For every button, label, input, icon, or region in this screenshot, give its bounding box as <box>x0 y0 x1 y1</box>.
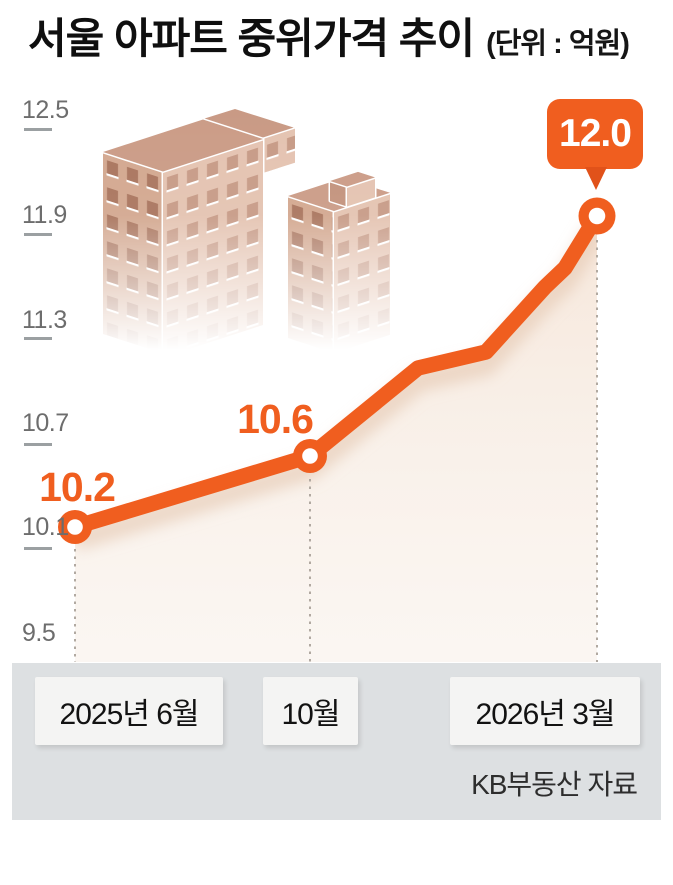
header: 서울 아파트 중위가격 추이 (단위 : 억원) <box>28 12 630 66</box>
y-axis-label-11-9: 11.9 <box>22 201 67 229</box>
value-label-second-point: 10.6 <box>237 396 314 442</box>
y-axis-label-12-5: 12.5 <box>22 96 69 124</box>
y-axis-tick <box>24 443 52 446</box>
y-axis-label-10-1: 10.1 <box>22 513 69 541</box>
x-label-box-2026-03: 2026년 3월 <box>450 677 640 745</box>
x-label-box-10: 10월 <box>263 677 358 745</box>
dotted-guide-lines <box>74 240 598 662</box>
y-axis-tick <box>24 233 52 236</box>
unit-note: (단위 : 억원) <box>486 28 630 60</box>
x-label-box-2025-06: 2025년 6월 <box>35 677 223 745</box>
building-illustration-icon <box>101 107 392 360</box>
x-label: 2026년 3월 <box>475 698 616 731</box>
max-value-callout: 12.0 <box>547 99 643 190</box>
page-title: 서울 아파트 중위가격 추이 <box>28 15 475 62</box>
y-axis-label-9-5: 9.5 <box>22 619 56 647</box>
callout-value: 12.0 <box>559 112 632 155</box>
source-note: KB부동산 자료 <box>471 769 638 800</box>
x-label: 2025년 6월 <box>59 698 200 731</box>
y-axis-tick <box>24 547 52 550</box>
y-axis-label-10-7: 10.7 <box>22 409 69 437</box>
x-label: 10월 <box>281 698 341 731</box>
data-point-markers <box>58 197 616 544</box>
callout-tail <box>585 167 607 190</box>
y-axis-tick <box>24 128 52 131</box>
y-axis-label-11-3: 11.3 <box>22 306 67 334</box>
value-label-first-point: 10.2 <box>39 464 116 510</box>
y-axis-tick <box>24 337 52 340</box>
